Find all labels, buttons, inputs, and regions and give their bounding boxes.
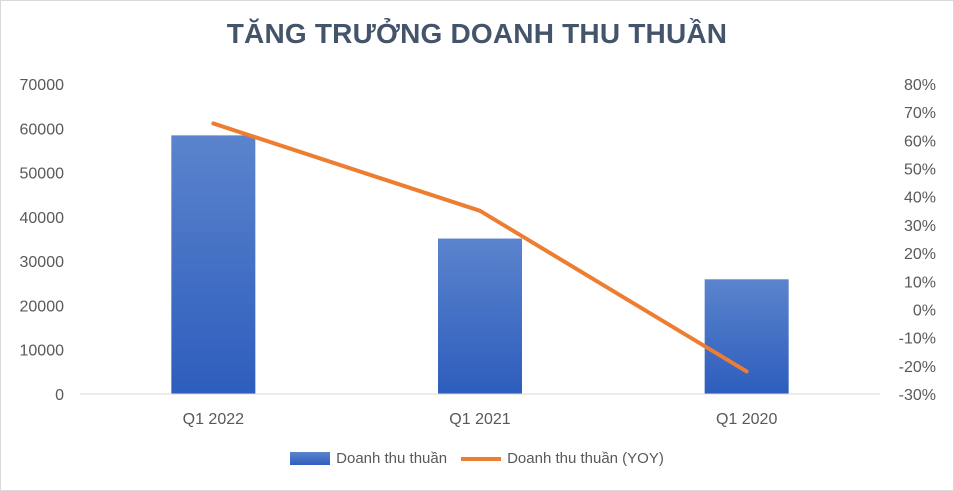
y-right-tick-label-1: -20% xyxy=(899,359,936,376)
y-left-tick-label-2: 20000 xyxy=(20,298,65,315)
y-right-tick-label-2: -10% xyxy=(899,331,936,348)
legend-label-bar: Doanh thu thuần xyxy=(336,450,448,467)
y-right-tick-label-8: 50% xyxy=(904,162,936,179)
bar-0 xyxy=(171,135,256,394)
x-tick-label-2: Q1 2020 xyxy=(716,411,777,428)
legend-item-line: Doanh thu thuần (YOY) xyxy=(461,450,664,467)
y-left-tick-label-4: 40000 xyxy=(20,210,65,227)
bar-1 xyxy=(438,238,522,394)
y-right-tick-label-11: 80% xyxy=(904,77,936,94)
y-right-tick-label-6: 30% xyxy=(904,218,936,235)
bar-2 xyxy=(704,279,789,394)
y-right-tick-label-7: 40% xyxy=(904,190,936,207)
y-right-tick-label-3: 0% xyxy=(913,302,936,319)
y-right-tick-label-0: -30% xyxy=(899,387,936,404)
y-right-tick-label-9: 60% xyxy=(904,133,936,150)
legend-item-bar: Doanh thu thuần xyxy=(290,450,447,467)
y-left-tick-label-3: 30000 xyxy=(20,254,65,271)
x-tick-label-0: Q1 2022 xyxy=(183,411,244,428)
y-left-tick-label-1: 10000 xyxy=(20,343,65,360)
chart-title: TĂNG TRƯỞNG DOANH THU THUẦN xyxy=(226,18,728,49)
legend-line-swatch xyxy=(461,456,502,461)
x-tick-label-1: Q1 2021 xyxy=(449,411,510,428)
legend: Doanh thu thuần Doanh thu thuần (YOY) xyxy=(0,450,954,467)
y-left-tick-label-6: 60000 xyxy=(20,121,65,138)
legend-bar-swatch xyxy=(290,452,331,465)
y-right-tick-label-10: 70% xyxy=(904,105,936,122)
y-left-tick-label-0: 0 xyxy=(55,387,64,404)
y-left-tick-label-7: 70000 xyxy=(20,77,65,94)
y-right-tick-label-4: 10% xyxy=(904,274,936,291)
y-right-tick-label-5: 20% xyxy=(904,246,936,263)
y-left-tick-label-5: 50000 xyxy=(20,166,65,183)
legend-label-line: Doanh thu thuần (YOY) xyxy=(507,450,664,467)
